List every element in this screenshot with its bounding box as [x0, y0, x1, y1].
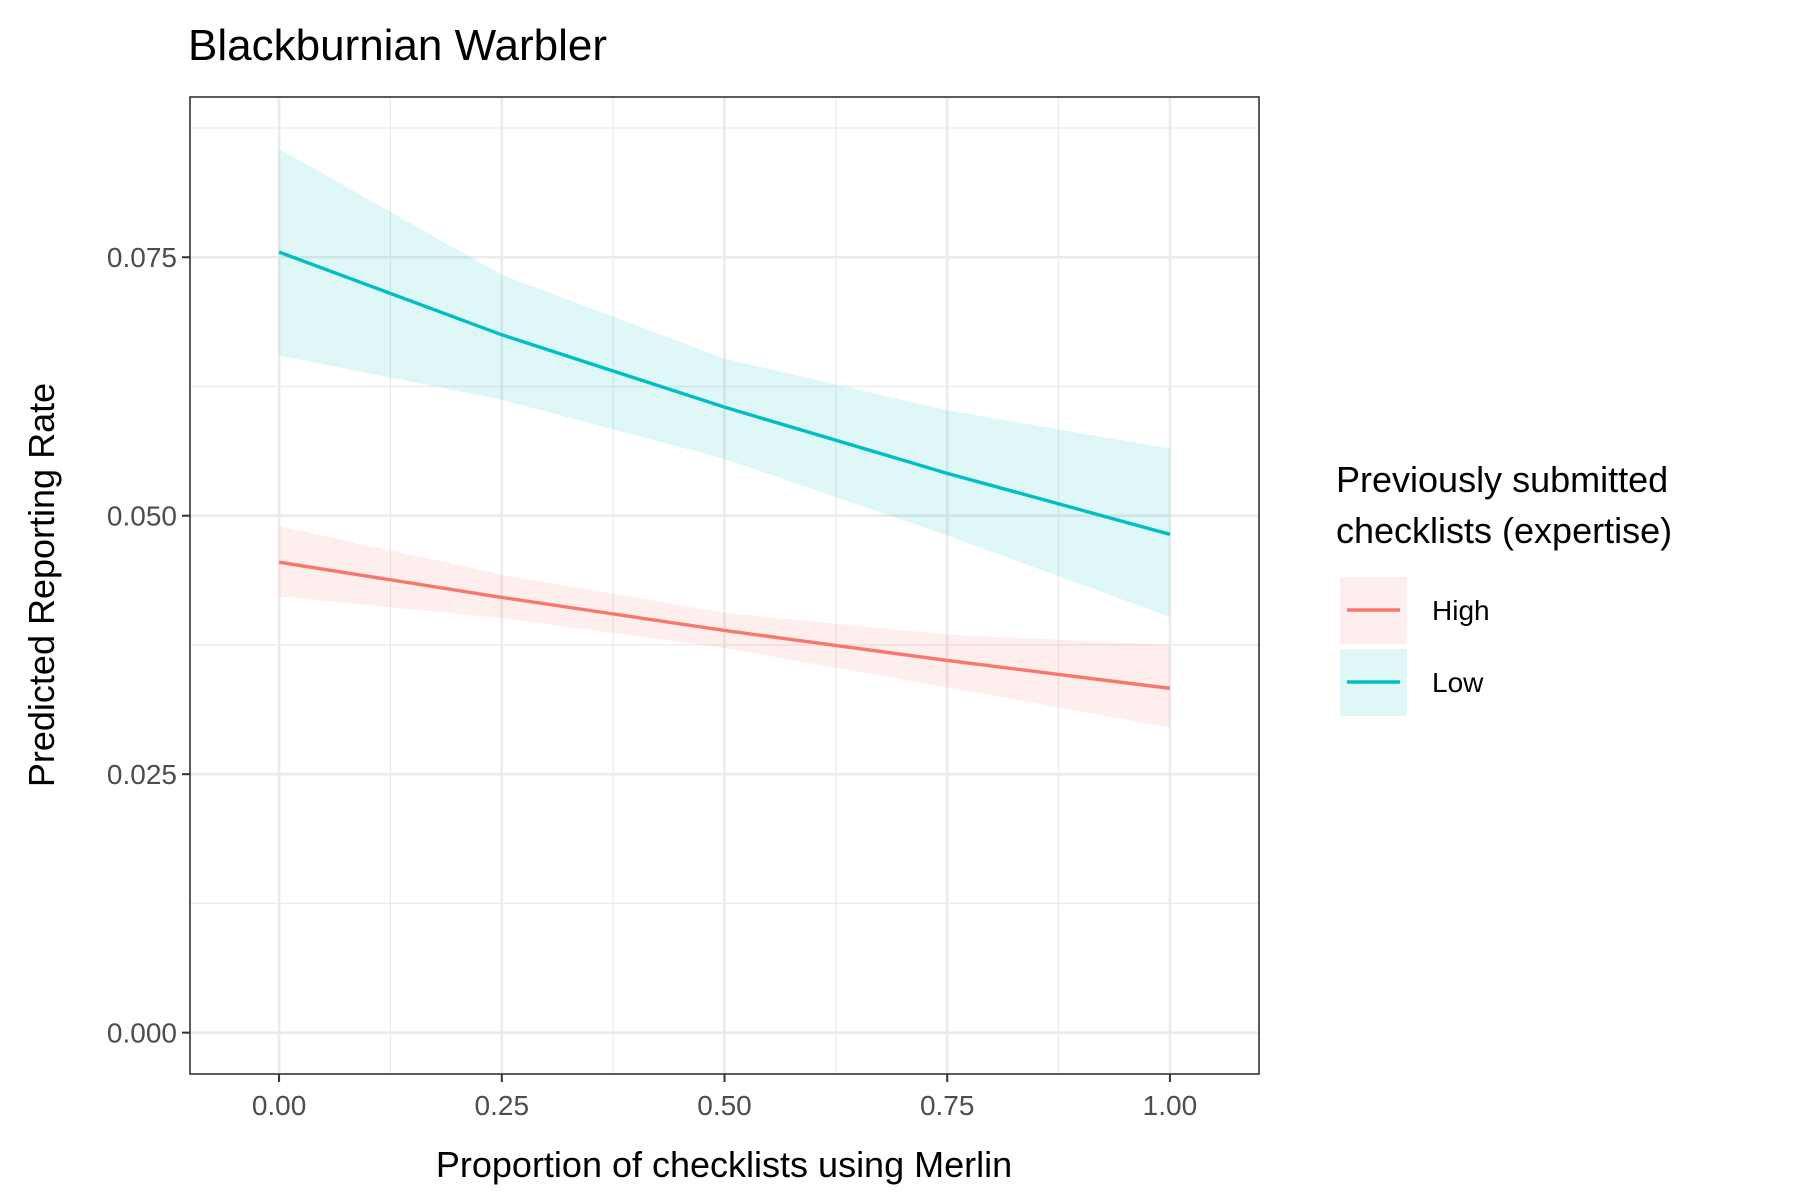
chart-title: Blackburnian Warbler — [188, 21, 607, 70]
y-tick-label: 0.075 — [107, 242, 177, 273]
legend-label-high: High — [1432, 595, 1490, 626]
y-axis: 0.000 0.025 0.050 0.075 — [107, 242, 190, 1049]
x-tick-label: 0.25 — [475, 1090, 530, 1121]
x-tick-label: 0.50 — [697, 1090, 752, 1121]
x-axis: 0.00 0.25 0.50 0.75 1.00 — [252, 1074, 1197, 1121]
legend-label-low: Low — [1432, 667, 1484, 698]
legend-title-line-2: checklists (expertise) — [1336, 510, 1672, 551]
series-lines — [278, 250, 1171, 691]
y-tick-label: 0.050 — [107, 501, 177, 532]
legend-items: High Low — [1340, 577, 1490, 716]
ribbon-low — [279, 148, 1170, 618]
y-tick-label: 0.000 — [107, 1018, 177, 1049]
confidence-ribbons — [279, 148, 1170, 728]
line-low — [278, 250, 1171, 536]
plot-panel — [189, 96, 1260, 1075]
y-tick-label: 0.025 — [107, 759, 177, 790]
y-axis-title: Predicted Reporting Rate — [21, 383, 62, 787]
ribbon-high — [279, 526, 1170, 728]
line-high — [278, 560, 1171, 691]
x-tick-label: 0.00 — [252, 1090, 307, 1121]
legend-title-line-1: Previously submitted — [1336, 459, 1668, 500]
x-tick-label: 0.75 — [920, 1090, 975, 1121]
x-tick-label: 1.00 — [1143, 1090, 1198, 1121]
x-axis-title: Proportion of checklists using Merlin — [436, 1144, 1012, 1185]
legend: Previously submitted checklists (experti… — [1336, 459, 1672, 716]
grid-lines — [190, 97, 1259, 1074]
